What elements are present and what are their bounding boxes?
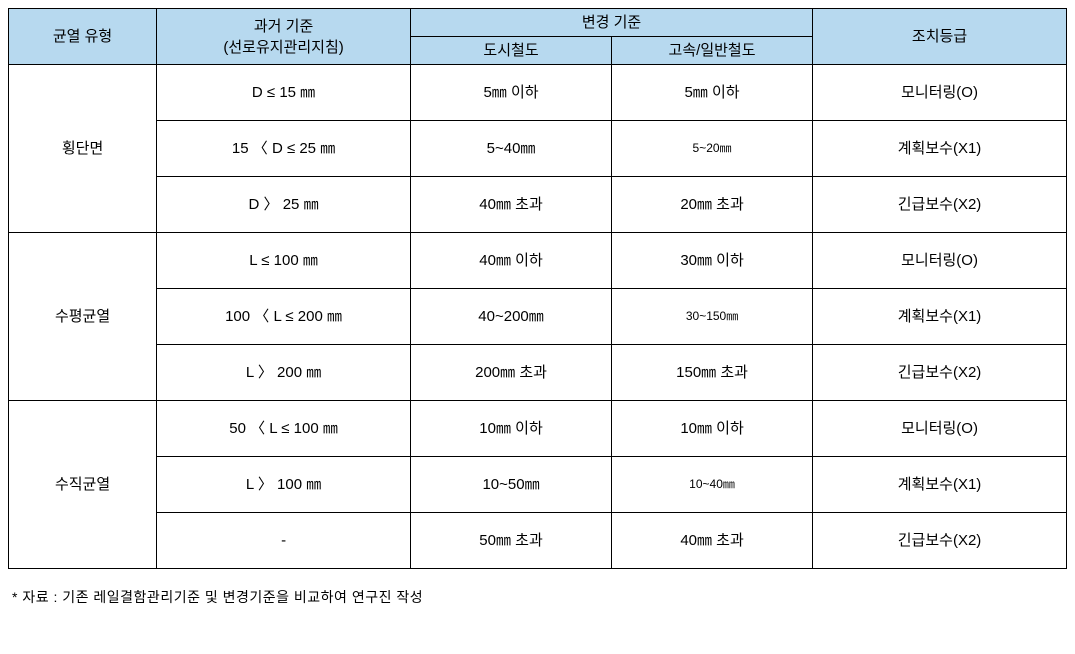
- table-row: D 〉 25 ㎜ 40㎜ 초과 20㎜ 초과 긴급보수(X2): [9, 177, 1067, 233]
- cell-past: 50 〈 L ≤ 100 ㎜: [157, 401, 411, 457]
- cell-action: 긴급보수(X2): [813, 345, 1067, 401]
- cell-hsr: 5㎜ 이하: [612, 65, 813, 121]
- group-label: 수평균열: [9, 233, 157, 401]
- cell-urban: 200㎜ 초과: [411, 345, 612, 401]
- rail-defect-table: 균열 유형 과거 기준 (선로유지관리지침) 변경 기준 조치등급 도시철도 고…: [8, 8, 1067, 569]
- table-row: 수평균열 L ≤ 100 ㎜ 40㎜ 이하 30㎜ 이하 모니터링(O): [9, 233, 1067, 289]
- cell-past: -: [157, 513, 411, 569]
- header-past-standard: 과거 기준 (선로유지관리지침): [157, 9, 411, 65]
- cell-action: 계획보수(X1): [813, 289, 1067, 345]
- cell-urban: 5~40㎜: [411, 121, 612, 177]
- cell-past: L 〉 100 ㎜: [157, 457, 411, 513]
- table-row: 100 〈 L ≤ 200 ㎜ 40~200㎜ 30~150㎜ 계획보수(X1): [9, 289, 1067, 345]
- table-row: 15 〈 D ≤ 25 ㎜ 5~40㎜ 5~20㎜ 계획보수(X1): [9, 121, 1067, 177]
- cell-action: 모니터링(O): [813, 401, 1067, 457]
- header-action-grade: 조치등급: [813, 9, 1067, 65]
- cell-urban: 40㎜ 이하: [411, 233, 612, 289]
- group-label: 수직균열: [9, 401, 157, 569]
- cell-action: 긴급보수(X2): [813, 513, 1067, 569]
- cell-past: D 〉 25 ㎜: [157, 177, 411, 233]
- cell-hsr: 5~20㎜: [612, 121, 813, 177]
- header-changed-standard: 변경 기준: [411, 9, 813, 37]
- cell-action: 계획보수(X1): [813, 121, 1067, 177]
- cell-action: 계획보수(X1): [813, 457, 1067, 513]
- cell-past: 100 〈 L ≤ 200 ㎜: [157, 289, 411, 345]
- table-row: L 〉 200 ㎜ 200㎜ 초과 150㎜ 초과 긴급보수(X2): [9, 345, 1067, 401]
- cell-action: 모니터링(O): [813, 233, 1067, 289]
- cell-hsr: 20㎜ 초과: [612, 177, 813, 233]
- table-row: 수직균열 50 〈 L ≤ 100 ㎜ 10㎜ 이하 10㎜ 이하 모니터링(O…: [9, 401, 1067, 457]
- cell-urban: 10㎜ 이하: [411, 401, 612, 457]
- cell-past: 15 〈 D ≤ 25 ㎜: [157, 121, 411, 177]
- cell-hsr: 30~150㎜: [612, 289, 813, 345]
- cell-past: L 〉 200 ㎜: [157, 345, 411, 401]
- cell-urban: 40㎜ 초과: [411, 177, 612, 233]
- header-highspeed-rail: 고속/일반철도: [612, 37, 813, 65]
- table-row: 횡단면 D ≤ 15 ㎜ 5㎜ 이하 5㎜ 이하 모니터링(O): [9, 65, 1067, 121]
- header-past-line1: 과거 기준: [254, 18, 313, 35]
- cell-urban: 40~200㎜: [411, 289, 612, 345]
- header-past-line2: (선로유지관리지침): [223, 39, 343, 56]
- header-crack-type: 균열 유형: [9, 9, 157, 65]
- cell-past: D ≤ 15 ㎜: [157, 65, 411, 121]
- table-footnote: * 자료 : 기존 레일결함관리기준 및 변경기준을 비교하여 연구진 작성: [8, 587, 1067, 607]
- header-urban-rail: 도시철도: [411, 37, 612, 65]
- cell-action: 긴급보수(X2): [813, 177, 1067, 233]
- cell-hsr: 150㎜ 초과: [612, 345, 813, 401]
- cell-urban: 50㎜ 초과: [411, 513, 612, 569]
- table-row: - 50㎜ 초과 40㎜ 초과 긴급보수(X2): [9, 513, 1067, 569]
- cell-urban: 10~50㎜: [411, 457, 612, 513]
- table-row: L 〉 100 ㎜ 10~50㎜ 10~40㎜ 계획보수(X1): [9, 457, 1067, 513]
- cell-hsr: 10㎜ 이하: [612, 401, 813, 457]
- cell-hsr: 30㎜ 이하: [612, 233, 813, 289]
- group-label: 횡단면: [9, 65, 157, 233]
- cell-past: L ≤ 100 ㎜: [157, 233, 411, 289]
- cell-hsr: 10~40㎜: [612, 457, 813, 513]
- cell-hsr: 40㎜ 초과: [612, 513, 813, 569]
- cell-action: 모니터링(O): [813, 65, 1067, 121]
- cell-urban: 5㎜ 이하: [411, 65, 612, 121]
